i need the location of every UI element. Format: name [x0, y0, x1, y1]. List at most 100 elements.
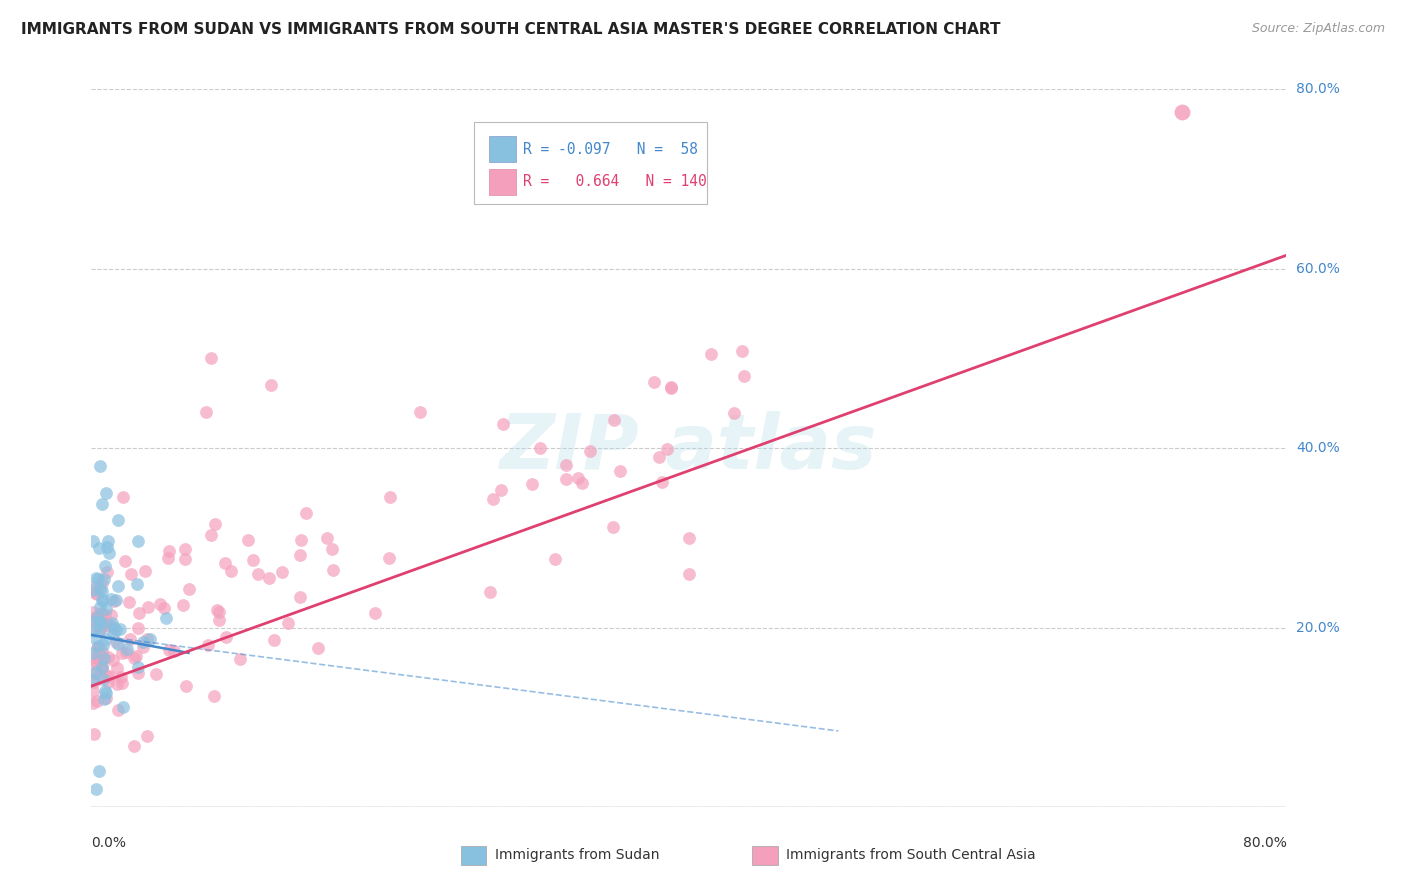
- Point: [91, 660, 114, 674]
- Point: [111, 676, 134, 690]
- Text: R = -0.097   N =  58: R = -0.097 N = 58: [523, 142, 697, 157]
- Point: [97, 650, 120, 665]
- FancyBboxPatch shape: [489, 136, 516, 162]
- Point: [90, 660, 112, 674]
- Point: [86, 608, 108, 623]
- Point: [730, 343, 752, 358]
- Point: [277, 616, 299, 631]
- Point: [543, 552, 565, 566]
- Text: 0.0%: 0.0%: [91, 836, 127, 850]
- Point: [97, 675, 120, 690]
- Point: [90, 607, 112, 621]
- Point: [90, 615, 112, 630]
- Point: [177, 582, 200, 597]
- Point: [96, 486, 118, 500]
- Point: [173, 552, 195, 566]
- FancyBboxPatch shape: [474, 121, 707, 204]
- Point: [94, 616, 117, 631]
- Point: [111, 490, 134, 504]
- Point: [82, 673, 104, 687]
- Point: [91, 593, 114, 607]
- Point: [89, 600, 111, 615]
- Point: [195, 405, 218, 419]
- Point: [91, 672, 114, 686]
- Point: [83, 580, 105, 594]
- Point: [107, 636, 129, 650]
- Point: [107, 513, 129, 527]
- Point: [200, 528, 222, 542]
- Point: [153, 600, 176, 615]
- Point: [96, 669, 118, 683]
- Text: Source: ZipAtlas.com: Source: ZipAtlas.com: [1251, 22, 1385, 36]
- Point: [529, 442, 551, 455]
- Point: [98, 546, 121, 560]
- Point: [115, 641, 138, 656]
- Point: [87, 541, 110, 556]
- Point: [174, 542, 197, 557]
- Point: [86, 615, 108, 629]
- Point: [659, 380, 682, 394]
- Point: [83, 675, 105, 690]
- Point: [86, 572, 108, 586]
- Point: [103, 621, 125, 635]
- Point: [111, 700, 134, 714]
- Point: [105, 677, 128, 691]
- Text: 20.0%: 20.0%: [1296, 621, 1340, 635]
- Point: [520, 477, 543, 491]
- Point: [117, 595, 139, 609]
- Point: [131, 640, 153, 654]
- Point: [145, 666, 167, 681]
- Point: [155, 611, 177, 625]
- Point: [579, 444, 602, 458]
- Point: [90, 661, 112, 675]
- Point: [94, 602, 117, 616]
- Point: [97, 619, 120, 633]
- Point: [105, 661, 128, 675]
- Point: [127, 621, 149, 635]
- Point: [127, 576, 149, 591]
- Point: [86, 657, 108, 671]
- Text: R =   0.664   N = 140: R = 0.664 N = 140: [523, 174, 707, 189]
- Point: [294, 506, 316, 520]
- Point: [111, 646, 134, 660]
- Point: [103, 594, 125, 608]
- Point: [229, 652, 252, 666]
- Point: [87, 639, 110, 653]
- Point: [128, 606, 150, 620]
- Point: [94, 691, 117, 706]
- Point: [157, 551, 180, 566]
- Point: [96, 541, 118, 555]
- FancyBboxPatch shape: [489, 169, 516, 194]
- Point: [118, 632, 141, 646]
- Point: [93, 651, 115, 665]
- Point: [91, 618, 114, 632]
- Point: [136, 599, 159, 614]
- Point: [90, 606, 112, 620]
- Point: [101, 616, 124, 631]
- Point: [94, 686, 117, 700]
- Point: [82, 583, 104, 598]
- Point: [316, 531, 339, 545]
- Point: [661, 381, 683, 395]
- Point: [101, 653, 124, 667]
- Point: [207, 603, 229, 617]
- Point: [82, 697, 104, 711]
- Point: [290, 533, 312, 547]
- Point: [82, 684, 104, 698]
- Point: [105, 623, 128, 637]
- Point: [204, 516, 226, 531]
- Point: [96, 566, 118, 580]
- Point: [215, 631, 238, 645]
- Point: [110, 670, 132, 684]
- Point: [89, 459, 111, 474]
- Point: [489, 483, 512, 497]
- Point: [94, 683, 117, 698]
- Point: [242, 552, 264, 566]
- Point: [136, 632, 159, 646]
- Point: [98, 669, 121, 683]
- Point: [84, 631, 107, 645]
- Point: [259, 378, 281, 392]
- Point: [84, 586, 107, 600]
- Point: [377, 551, 399, 566]
- Point: [93, 691, 115, 706]
